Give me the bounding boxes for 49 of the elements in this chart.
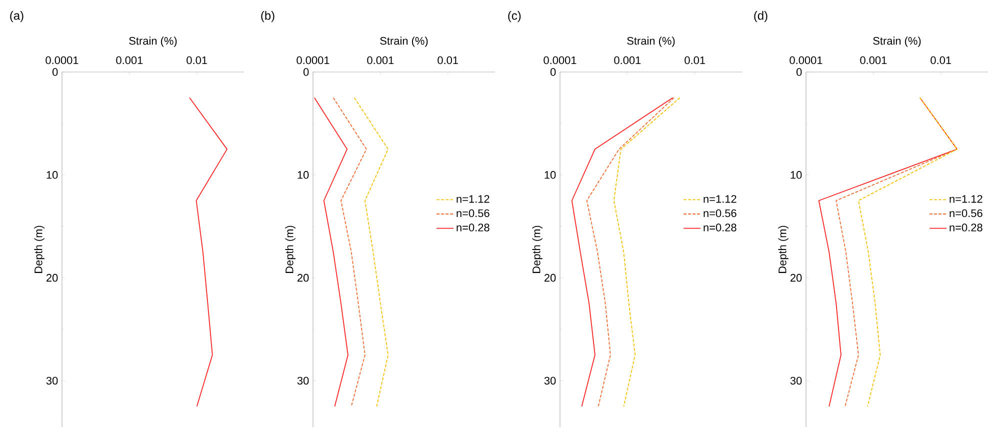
y-tick-label: 10: [544, 171, 556, 179]
y-axis-title: Depth (m): [532, 226, 542, 273]
x-tick-label: 0.0001: [46, 56, 78, 64]
legend-label: n=1.12: [456, 195, 490, 203]
legend-label: n=0.28: [456, 224, 490, 232]
x-tick-label: 0.01: [930, 56, 951, 64]
legend-label: n=0.56: [456, 209, 490, 218]
y-axis-title: Depth (m): [285, 226, 296, 273]
y-tick-label: 0: [303, 68, 309, 76]
legend-label: n=0.56: [950, 209, 982, 218]
y-tick-label: 20: [790, 274, 802, 282]
x-tick-label: 0.0001: [544, 56, 576, 64]
x-axis-title: Strain (%): [873, 36, 921, 47]
x-tick-label: 0.01: [438, 56, 458, 64]
x-axis-title: Strain (%): [627, 36, 675, 47]
x-tick-label: 0.01: [684, 56, 705, 64]
y-tick-label: 20: [544, 274, 556, 282]
y-tick-label: 30: [46, 376, 58, 385]
y-tick-label: 10: [790, 171, 802, 179]
x-tick-label: 0.001: [116, 56, 143, 64]
y-axis-title: Depth (m): [34, 226, 44, 273]
y-tick-label: 20: [298, 274, 309, 282]
x-axis-title: Strain (%): [380, 36, 428, 47]
x-tick-label: 0.001: [860, 56, 887, 64]
chart-title: (c): [508, 11, 521, 22]
chart-title: (b): [261, 11, 274, 22]
x-tick-label: 0.0001: [296, 56, 330, 64]
x-tick-label: 0.001: [367, 56, 394, 64]
legend-label: n=1.12: [704, 195, 736, 203]
y-tick-label: 10: [46, 171, 58, 179]
y-tick-label: 30: [544, 376, 556, 385]
y-tick-label: 0: [796, 68, 802, 76]
y-tick-label: 0: [550, 68, 556, 76]
legend-label: n=0.56: [704, 209, 736, 218]
x-tick-label: 0.001: [614, 56, 641, 64]
legend-label: n=0.28: [704, 224, 736, 232]
x-tick-label: 0.01: [186, 56, 207, 64]
legend-label: n=1.12: [950, 195, 982, 203]
y-tick-label: 30: [790, 376, 802, 385]
y-tick-label: 20: [46, 274, 58, 282]
y-axis-title: Depth (m): [778, 226, 788, 273]
x-axis-title: Strain (%): [129, 36, 177, 47]
chart-title: (a): [10, 11, 24, 22]
chart-title: (d): [754, 11, 768, 22]
y-tick-label: 30: [297, 376, 309, 385]
y-tick-label: 10: [298, 171, 309, 179]
x-tick-label: 0.0001: [790, 56, 822, 64]
legend-label: n=0.28: [950, 224, 982, 232]
y-tick-label: 0: [52, 68, 58, 76]
